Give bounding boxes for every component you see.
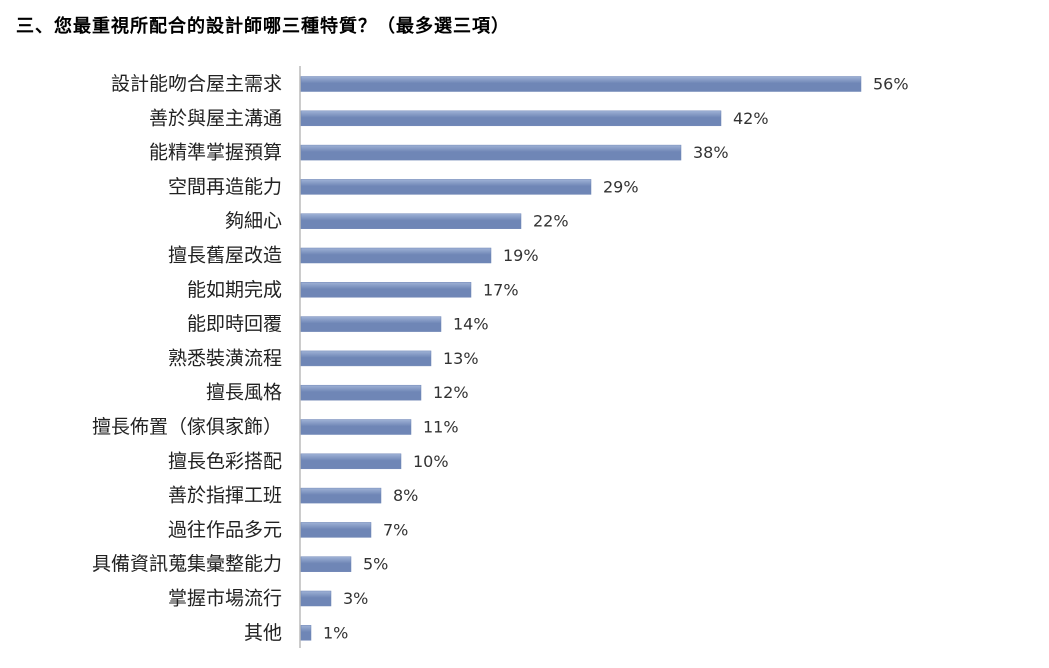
category-label: 擅長佈置（傢俱家飾） [92,416,282,438]
value-label: 8% [393,486,418,505]
value-label: 22% [533,212,569,231]
category-label: 其他 [244,622,282,644]
category-label: 具備資訊蒐集彙整能力 [92,553,282,575]
bar [300,350,432,367]
bar [300,522,372,538]
value-label: 5% [363,555,388,574]
value-label: 19% [503,246,539,265]
bar [300,384,422,401]
value-label: 3% [343,589,368,608]
category-label: 掌握市場流行 [168,588,282,610]
bar [300,110,722,127]
category-label: 過往作品多元 [168,519,282,541]
bar [300,282,472,298]
bar [300,590,332,607]
category-label: 空間再造能力 [168,176,282,198]
category-label: 能如期完成 [187,279,282,301]
value-label: 11% [423,418,459,437]
value-label: 14% [453,315,489,334]
category-label: 擅長舊屋改造 [168,245,282,267]
bar [300,179,592,195]
bar [300,144,682,161]
bar [300,76,862,92]
category-label: 擅長色彩搭配 [168,450,282,472]
category-label: 能即時回覆 [187,313,282,335]
bar [300,453,402,470]
category-label: 熟悉裝潢流程 [168,347,282,369]
category-label: 善於與屋主溝通 [149,107,282,129]
bar [300,625,312,641]
value-label: 29% [603,177,639,196]
value-label: 7% [383,520,408,539]
value-label: 42% [733,109,769,128]
bar [300,247,492,264]
value-label: 10% [413,452,449,471]
bar [300,213,522,229]
category-label: 能精準掌握預算 [149,142,282,164]
value-label: 1% [323,623,348,642]
bar [300,556,352,572]
category-label: 夠細心 [225,210,282,232]
value-label: 56% [873,75,909,94]
value-label: 12% [433,383,469,402]
value-label: 13% [443,349,479,368]
chart-title: 三、您最重視所配合的設計師哪三種特質？（最多選三項） [16,16,510,37]
bar [300,487,382,504]
category-label: 設計能吻合屋主需求 [111,73,282,95]
bar [300,316,442,332]
bar [300,419,412,435]
value-label: 38% [693,143,729,162]
category-label: 擅長風格 [206,382,282,404]
value-label: 17% [483,280,519,299]
category-label: 善於指揮工班 [168,485,282,507]
